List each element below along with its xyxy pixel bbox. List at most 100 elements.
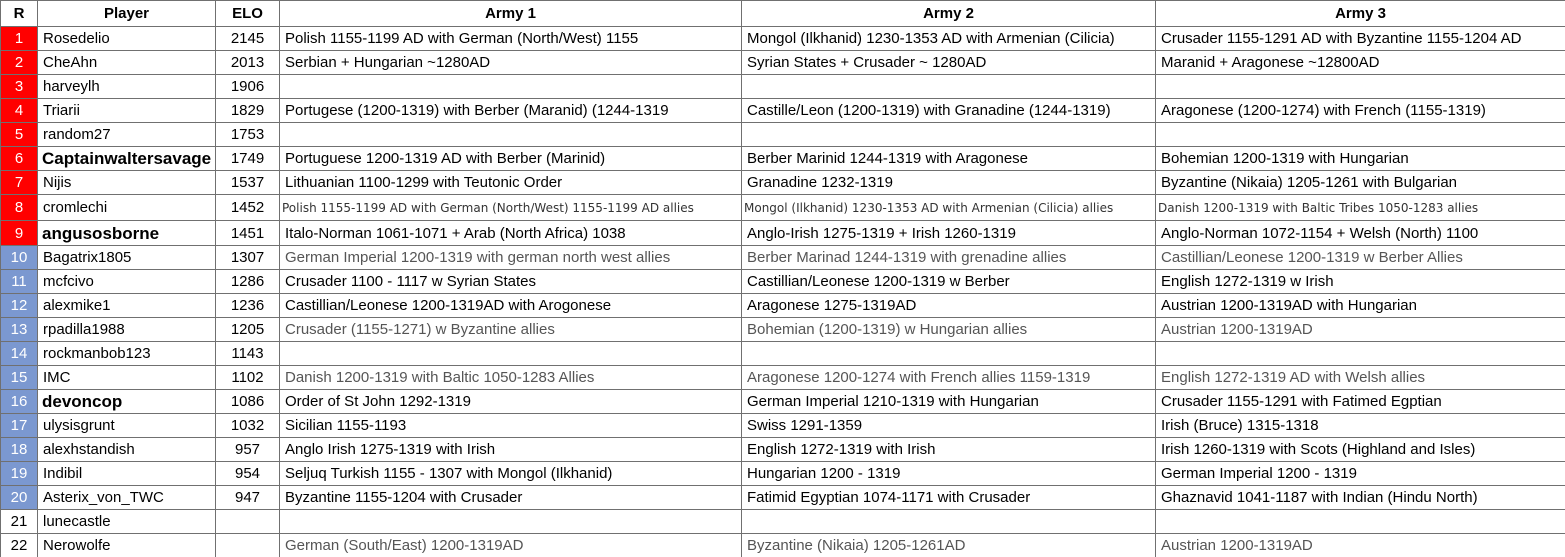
- header-elo: ELO: [215, 0, 280, 27]
- player-cell: lunecastle: [37, 509, 216, 534]
- rank-cell: 21: [0, 509, 38, 534]
- player-cell: Captainwaltersavage: [37, 146, 216, 171]
- header-army-2: Army 2: [741, 0, 1156, 27]
- army-2-cell: [741, 122, 1156, 147]
- table-row: 10 Bagatrix1805 1307 German Imperial 1200-1…: [0, 245, 1565, 270]
- army-2-cell: Mongol (Ilkhanid) 1230-1353 AD with Arme…: [741, 194, 1156, 221]
- elo-cell: 1906: [215, 74, 280, 99]
- army-3-cell: Crusader 1155-1291 with Fatimed Egptian: [1155, 389, 1565, 414]
- army-1-cell: Crusader 1100 - 1117 w Syrian States: [279, 269, 742, 294]
- rank-cell: 6: [0, 146, 38, 171]
- army-3-cell: Bohemian 1200-1319 with Hungarian: [1155, 146, 1565, 171]
- player-cell: Indibil: [37, 461, 216, 486]
- rank-cell: 2: [0, 50, 38, 75]
- army-2-cell: Mongol (Ilkhanid) 1230-1353 AD with Arme…: [741, 26, 1156, 51]
- army-1-cell: [279, 122, 742, 147]
- rank-cell: 15: [0, 365, 38, 390]
- player-cell: Nerowolfe: [37, 533, 216, 557]
- army-1-cell: German (South/East) 1200-1319AD: [279, 533, 742, 557]
- army-1-cell: [279, 341, 742, 366]
- elo-cell: 1452: [215, 194, 280, 221]
- table-row: 6 Captainwaltersavage 1749 Portuguese 1200-…: [0, 146, 1565, 171]
- rank-cell: 8: [0, 194, 38, 221]
- elo-cell: 1102: [215, 365, 280, 390]
- elo-cell: 1829: [215, 98, 280, 123]
- army-2-cell: Castille/Leon (1200-1319) with Granadine…: [741, 98, 1156, 123]
- player-cell: mcfcivo: [37, 269, 216, 294]
- elo-cell: 947: [215, 485, 280, 510]
- army-1-cell: Seljuq Turkish 1155 - 1307 with Mongol (…: [279, 461, 742, 486]
- army-2-cell: [741, 341, 1156, 366]
- rank-cell: 11: [0, 269, 38, 294]
- army-3-cell: German Imperial 1200 - 1319: [1155, 461, 1565, 486]
- table-row: 9 angusosborne 1451 Italo-Norman 1061-1071 …: [0, 220, 1565, 246]
- elo-cell: 1307: [215, 245, 280, 270]
- army-1-cell: Lithuanian 1100-1299 with Teutonic Order: [279, 170, 742, 195]
- table-row: 16 devoncop 1086 Order of St John 1292-1319…: [0, 389, 1565, 414]
- army-3-cell: [1155, 74, 1565, 99]
- player-cell: Rosedelio: [37, 26, 216, 51]
- army-2-cell: Granadine 1232-1319: [741, 170, 1156, 195]
- army-3-cell: Maranid + Aragonese ~12800AD: [1155, 50, 1565, 75]
- army-3-cell: English 1272-1319 AD with Welsh allies: [1155, 365, 1565, 390]
- rank-cell: 9: [0, 220, 38, 246]
- player-cell: random27: [37, 122, 216, 147]
- table-row: 21 lunecastle: [0, 509, 1565, 534]
- elo-cell: 2013: [215, 50, 280, 75]
- army-2-cell: German Imperial 1210-1319 with Hungarian: [741, 389, 1156, 414]
- army-1-cell: Polish 1155-1199 AD with German (North/W…: [279, 26, 742, 51]
- army-1-cell: Portugese (1200-1319) with Berber (Maran…: [279, 98, 742, 123]
- rank-cell: 13: [0, 317, 38, 342]
- rank-cell: 14: [0, 341, 38, 366]
- army-1-cell: Polish 1155-1199 AD with German (North/W…: [279, 194, 742, 221]
- elo-cell: 1086: [215, 389, 280, 414]
- army-2-cell: Swiss 1291-1359: [741, 413, 1156, 438]
- army-3-cell: [1155, 509, 1565, 534]
- army-2-cell: Hungarian 1200 - 1319: [741, 461, 1156, 486]
- army-2-cell: Castillian/Leonese 1200-1319 w Berber: [741, 269, 1156, 294]
- army-3-cell: Irish 1260-1319 with Scots (Highland and…: [1155, 437, 1565, 462]
- army-1-cell: Italo-Norman 1061-1071 + Arab (North Afr…: [279, 220, 742, 246]
- elo-cell: [215, 509, 280, 534]
- army-1-cell: German Imperial 1200-1319 with german no…: [279, 245, 742, 270]
- army-2-cell: English 1272-1319 with Irish: [741, 437, 1156, 462]
- table-row: 15 IMC 1102 Danish 1200-1319 with Baltic 10…: [0, 365, 1565, 390]
- table-row: 17 ulysisgrunt 1032 Sicilian 1155-1193 Swiss…: [0, 413, 1565, 438]
- army-3-cell: Austrian 1200-1319AD: [1155, 317, 1565, 342]
- army-2-cell: Berber Marinid 1244-1319 with Aragonese: [741, 146, 1156, 171]
- table-row: 7 Nijis 1537 Lithuanian 1100-1299 with Teut…: [0, 170, 1565, 195]
- army-1-cell: Sicilian 1155-1193: [279, 413, 742, 438]
- player-cell: IMC: [37, 365, 216, 390]
- header-army-3: Army 3: [1155, 0, 1565, 27]
- rank-cell: 1: [0, 26, 38, 51]
- elo-cell: 1286: [215, 269, 280, 294]
- army-3-cell: [1155, 122, 1565, 147]
- table-row: 3 harveylh 1906: [0, 74, 1565, 99]
- army-3-cell: Irish (Bruce) 1315-1318: [1155, 413, 1565, 438]
- rank-cell: 19: [0, 461, 38, 486]
- player-cell: ulysisgrunt: [37, 413, 216, 438]
- table-row: 22 Nerowolfe German (South/East) 1200-1319…: [0, 533, 1565, 557]
- rank-cell: 18: [0, 437, 38, 462]
- player-cell: Triarii: [37, 98, 216, 123]
- army-1-cell: Portuguese 1200-1319 AD with Berber (Mar…: [279, 146, 742, 171]
- table-body: 1 Rosedelio 2145 Polish 1155-1199 AD with G…: [0, 26, 1565, 557]
- rank-cell: 17: [0, 413, 38, 438]
- army-3-cell: Austrian 1200-1319AD: [1155, 533, 1565, 557]
- table-row: 12 alexmike1 1236 Castillian/Leonese 1200-1…: [0, 293, 1565, 318]
- army-3-cell: [1155, 341, 1565, 366]
- table-row: 8 cromlechi 1452 Polish 1155-1199 AD with G…: [0, 194, 1565, 221]
- elo-cell: 1032: [215, 413, 280, 438]
- header-row: R Player ELO Army 1 Army 2 Army 3: [0, 0, 1565, 27]
- elo-cell: 1143: [215, 341, 280, 366]
- elo-cell: 957: [215, 437, 280, 462]
- army-2-cell: [741, 74, 1156, 99]
- table-row: 5 random27 1753: [0, 122, 1565, 147]
- army-3-cell: Crusader 1155-1291 AD with Byzantine 115…: [1155, 26, 1565, 51]
- table-row: 18 alexhstandish 957 Anglo Irish 1275-1319 …: [0, 437, 1565, 462]
- rank-cell: 7: [0, 170, 38, 195]
- army-3-cell: Austrian 1200-1319AD with Hungarian: [1155, 293, 1565, 318]
- elo-cell: 1749: [215, 146, 280, 171]
- rank-cell: 3: [0, 74, 38, 99]
